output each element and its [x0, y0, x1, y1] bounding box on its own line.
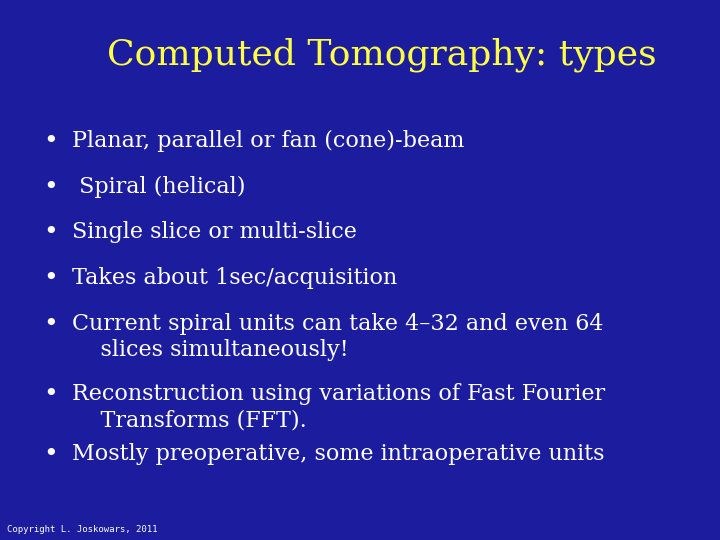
- Text: •: •: [43, 176, 58, 199]
- Text: Mostly preoperative, some intraoperative units: Mostly preoperative, some intraoperative…: [72, 443, 605, 465]
- Text: •: •: [43, 221, 58, 245]
- Text: Planar, parallel or fan (cone)-beam: Planar, parallel or fan (cone)-beam: [72, 130, 464, 152]
- Text: •: •: [43, 383, 58, 407]
- Text: •: •: [43, 130, 58, 153]
- Text: Spiral (helical): Spiral (helical): [72, 176, 246, 198]
- Text: •: •: [43, 313, 58, 336]
- Text: Takes about 1sec/acquisition: Takes about 1sec/acquisition: [72, 267, 397, 289]
- Text: Single slice or multi-slice: Single slice or multi-slice: [72, 221, 357, 244]
- Text: Computed Tomography: types: Computed Tomography: types: [107, 38, 657, 72]
- Text: Reconstruction using variations of Fast Fourier
    Transforms (FFT).: Reconstruction using variations of Fast …: [72, 383, 605, 431]
- Text: •: •: [43, 267, 58, 291]
- Text: Current spiral units can take 4–32 and even 64
    slices simultaneously!: Current spiral units can take 4–32 and e…: [72, 313, 603, 361]
- Text: Copyright L. Joskowars, 2011: Copyright L. Joskowars, 2011: [7, 524, 158, 534]
- Text: •: •: [43, 443, 58, 466]
